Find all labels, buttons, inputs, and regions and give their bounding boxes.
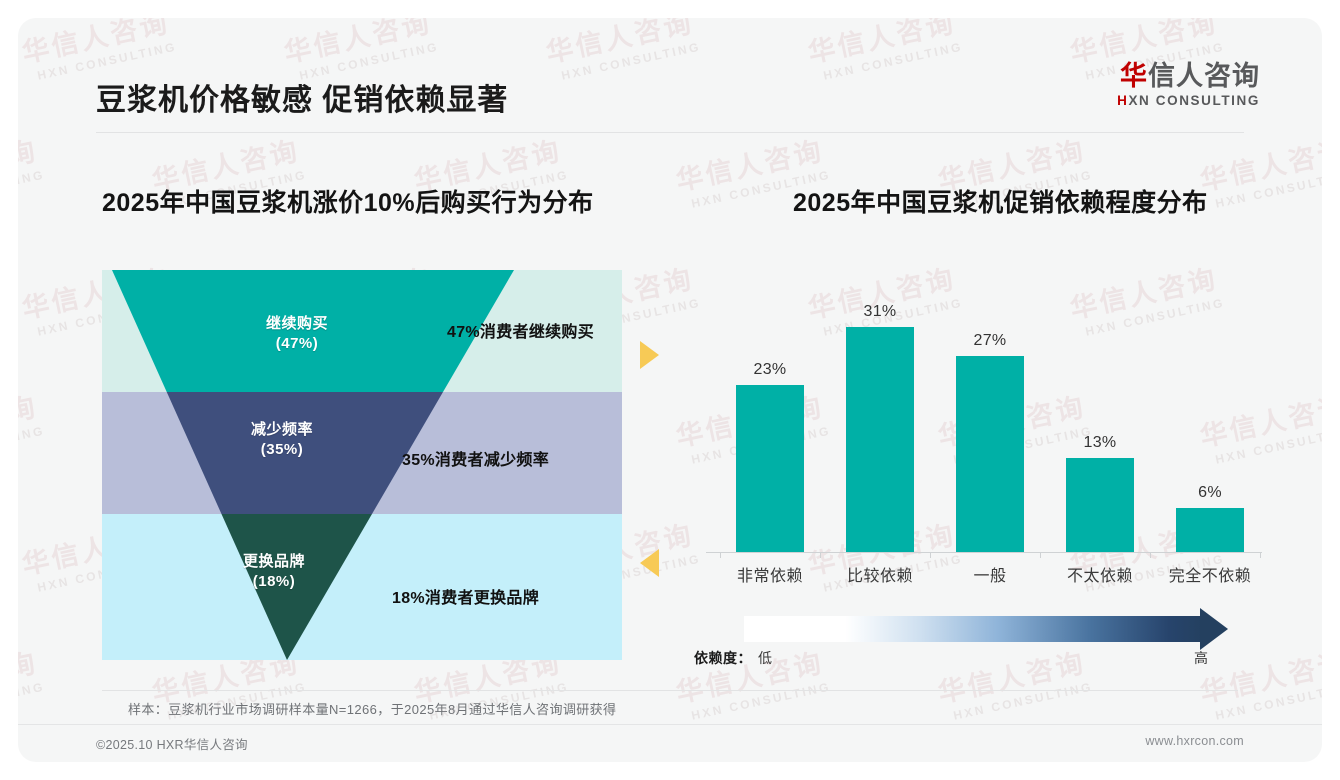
funnel-shape [102,270,622,660]
bar-rect[interactable] [956,356,1024,552]
footer-divider [18,724,1322,725]
x-axis-line [706,552,1262,553]
footer-copyright: ©2025.10 HXR华信人咨询 [96,738,248,752]
funnel-segment [221,514,372,660]
funnel-segment [112,270,514,392]
slide-header: 豆浆机价格敏感 促销依赖显著 华信人咨询 HXN CONSULTING [18,18,1322,133]
x-axis-tick [930,552,931,558]
logo-english-first-char: H [1117,93,1129,109]
bar-value-label: 13% [1083,434,1117,451]
bar-value-label: 31% [863,303,897,320]
funnel-annotation-text: 47%消费者继续购买 [447,324,595,341]
funnel-segment-name: 减少频率 [250,421,313,438]
bar-item[interactable]: 6% [1160,484,1260,552]
bar-value-label: 6% [1198,484,1222,501]
right-triangle-icon [640,341,659,369]
x-axis-category-label: 非常依赖 [736,568,803,585]
legend-high-label: 高 [1194,650,1208,666]
header-divider [96,132,1244,133]
bar-rect[interactable] [1176,508,1244,552]
logo-english-rest: XN CONSULTING [1128,93,1260,109]
left-chart-title: 2025年中国豆浆机涨价10%后购买行为分布 [102,189,594,217]
x-axis-tick [820,552,821,558]
x-axis-category-label: 比较依赖 [846,568,913,585]
right-chart-title: 2025年中国豆浆机促销依赖程度分布 [793,189,1208,217]
funnel-segment [166,392,443,514]
funnel-annotation-text: 18%消费者更换品牌 [392,590,540,607]
funnel-segment-value: (18%) [252,573,296,591]
x-axis-category-label: 完全不依赖 [1168,568,1252,585]
logo-chinese-first-char: 华 [1120,61,1148,91]
legend-caption: 依赖度： [694,650,752,666]
gradient-bar [744,616,1206,642]
funnel-annotation-text: 35%消费者减少频率 [402,452,550,469]
bar-chart-plot-area: 23% 31% 27% 13% 6% [706,270,1262,558]
x-axis-tick [1260,552,1261,558]
left-triangle-icon [640,549,659,577]
x-axis-category-label: 一般 [973,568,1007,585]
bar-item[interactable]: 13% [1050,434,1150,552]
x-axis-category-label: 不太依赖 [1066,568,1133,585]
dependency-gradient-legend: 依赖度： 低 高 [694,608,1262,672]
funnel-segment-name: 更换品牌 [242,553,305,570]
bar-value-label: 27% [973,332,1007,349]
bar-rect[interactable] [736,385,804,552]
bar-value-label: 23% [753,361,787,378]
funnel-segment-label: 继续购买 (47%) [237,314,357,355]
funnel-segment-name: 继续购买 [265,315,328,332]
bar-item[interactable]: 23% [720,361,820,552]
bar-item[interactable]: 27% [940,332,1040,552]
slide-canvas: 华信人咨询 HXN CONSULTING 华信人咨询 HXN CONSULTING 华信… [18,18,1322,762]
legend-low-label: 低 [758,650,772,666]
funnel-segment-value: (35%) [260,441,304,459]
x-axis-tick [1150,552,1151,558]
logo-english: HXN CONSULTING [1117,93,1260,108]
funnel-chart: 继续购买 (47%) 47%消费者继续购买减少频率 (35%) 35%消费者减少频率更换… [102,270,622,660]
bar-item[interactable]: 31% [830,303,930,552]
x-axis-tick [1040,552,1041,558]
funnel-segment-value: (47%) [275,335,319,353]
sample-footnote: 样本：豆浆机行业市场调研样本量N=1266，于2025年8月通过华信人咨询调研获… [128,702,617,717]
bar-rect[interactable] [846,327,914,552]
x-axis-tick [720,552,721,558]
logo-chinese-rest: 信人咨询 [1148,61,1260,91]
company-logo: 华信人咨询 HXN CONSULTING [1117,62,1260,109]
funnel-annotation-panel [102,514,622,660]
bar-rect[interactable] [1066,458,1134,552]
bar-chart: 23% 31% 27% 13% 6% 非常依赖 比较依赖 一般 不太依赖 完全不依赖 [706,270,1262,600]
footnote-divider [102,690,1238,691]
footer-website[interactable]: www.hxrcon.com [1145,734,1244,748]
funnel-segment-label: 减少频率 (35%) [222,420,342,461]
gradient-arrow-head-icon [1200,608,1228,650]
logo-chinese: 华信人咨询 [1117,62,1260,90]
page-title: 豆浆机价格敏感 促销依赖显著 [96,84,509,117]
funnel-segment-label: 更换品牌 (18%) [214,552,334,593]
